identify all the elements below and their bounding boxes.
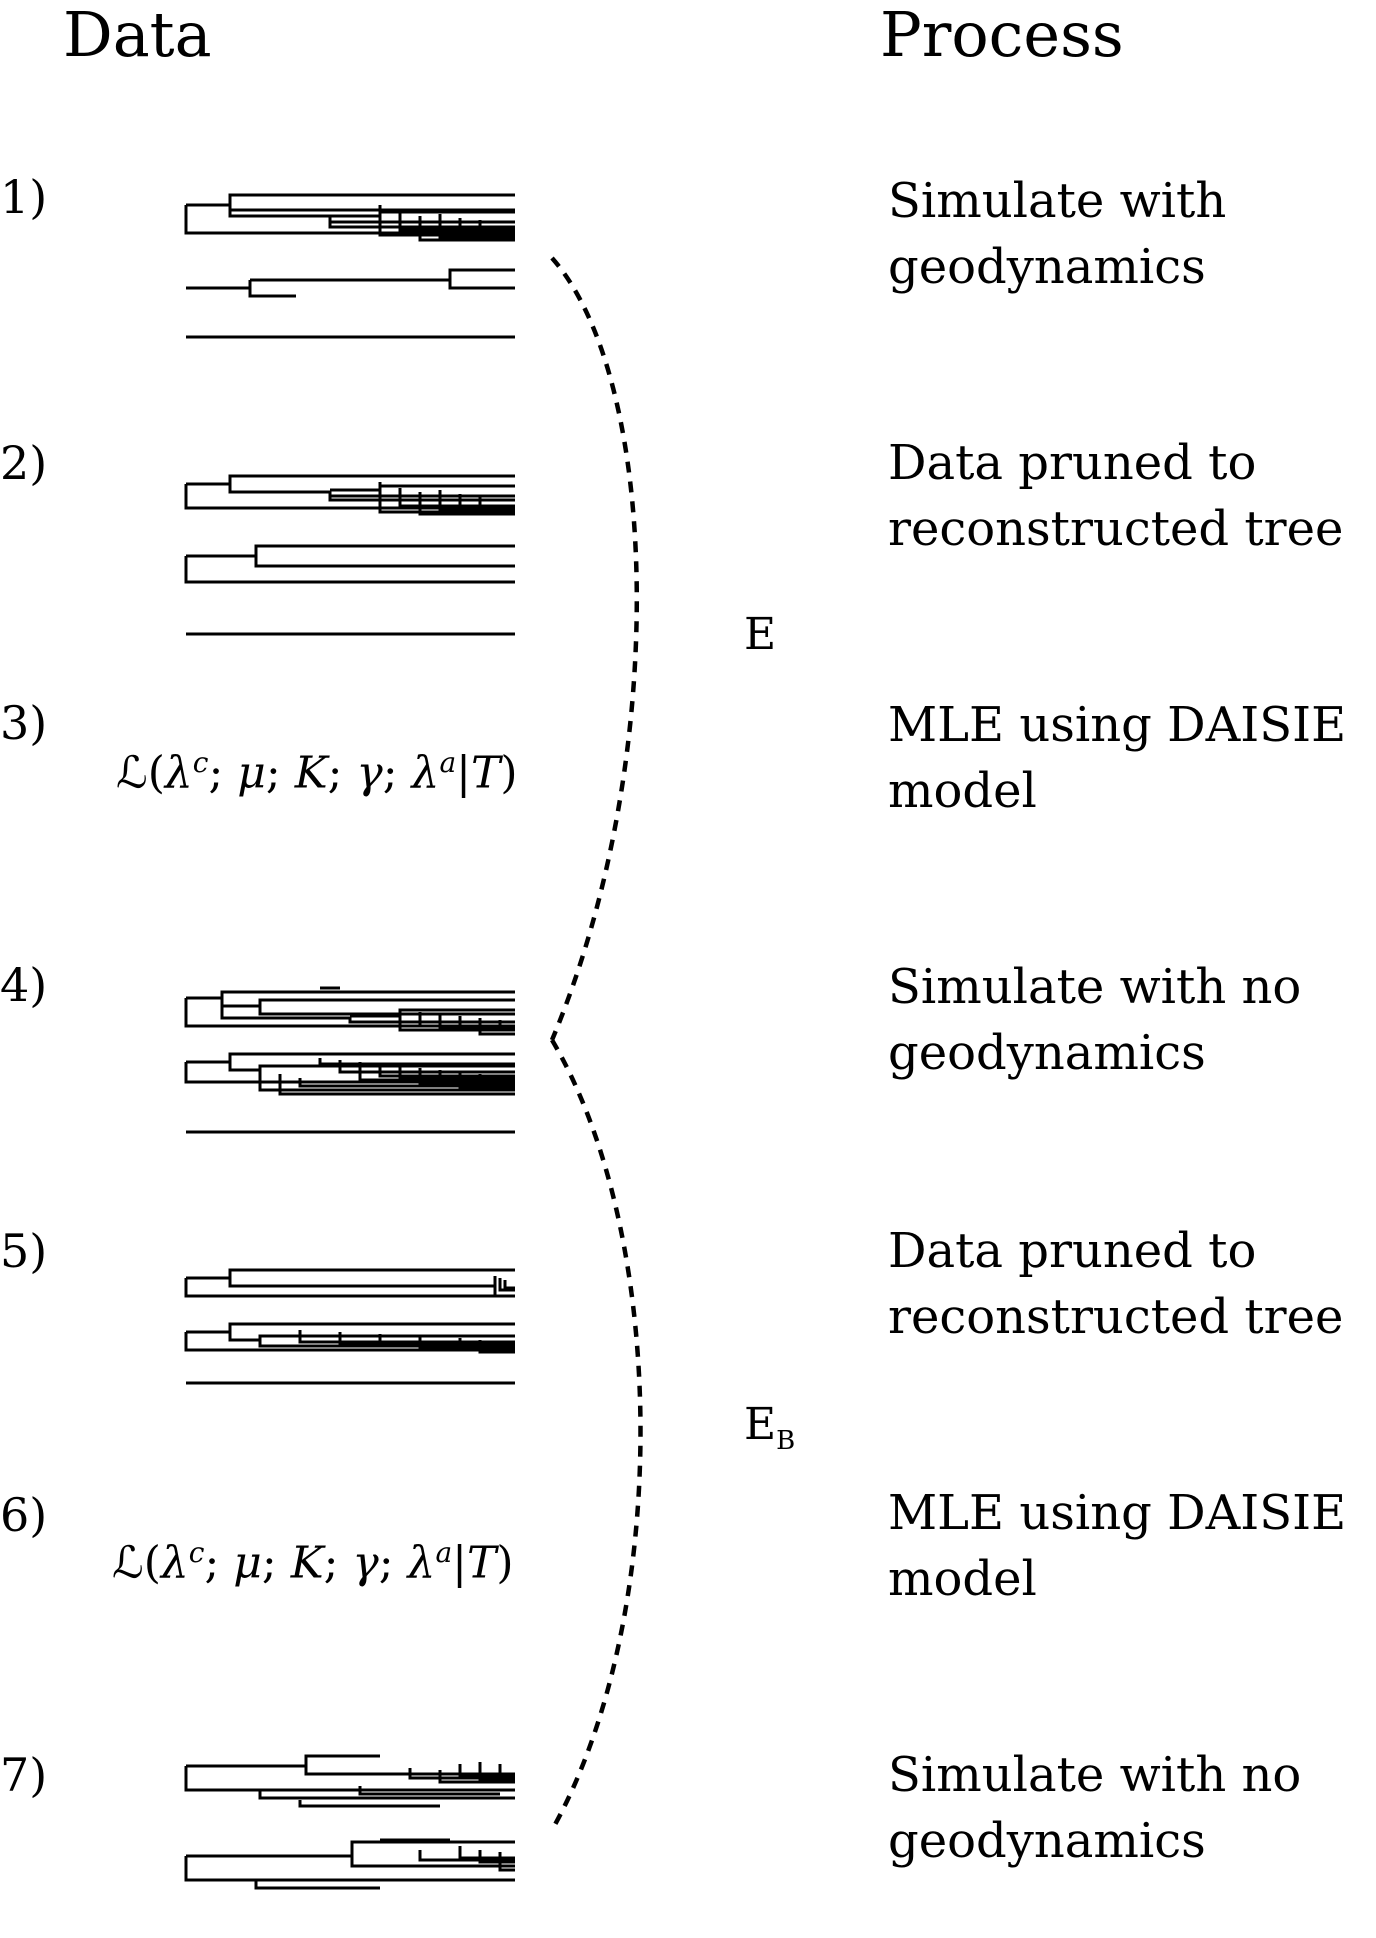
step-number-5: 5) [0, 1224, 48, 1278]
likelihood-separator: ; [382, 747, 398, 799]
phylo-tree-step-7 [184, 1754, 515, 1890]
process-step-7: Simulate with no geodynamics [888, 1742, 1301, 1874]
process-step-7-line-1: Simulate with no [888, 1747, 1302, 1803]
phylo-tree-step-1 [184, 193, 515, 339]
likelihood-gamma: γ [352, 1537, 379, 1589]
likelihood-mu: μ [237, 747, 266, 799]
data-column-header: Data [63, 0, 212, 71]
process-step-1: Simulate with geodynamics [888, 168, 1226, 300]
step-number-3: 3) [0, 696, 48, 750]
likelihood-a-superscript: a [435, 1536, 453, 1569]
likelihood-lambda: λ [411, 747, 440, 799]
likelihood-separator: ; [378, 1537, 394, 1589]
likelihood-k: K [294, 747, 328, 799]
process-step-7-line-2: geodynamics [888, 1813, 1206, 1869]
step-number-7: 7) [0, 1748, 48, 1802]
likelihood-bar: | [452, 1537, 467, 1589]
process-step-1-line-2: geodynamics [888, 239, 1206, 295]
bracket-label-eb-main: E [744, 1399, 777, 1450]
process-step-6: MLE using DAISIE model [888, 1480, 1346, 1612]
likelihood-t: T [470, 747, 501, 799]
likelihood-separator: ; [261, 1537, 277, 1589]
likelihood-close-paren: ) [500, 747, 518, 799]
likelihood-separator: ; [208, 747, 224, 799]
process-column-header: Process [880, 0, 1124, 71]
bracket-label-eb: EB [744, 1400, 795, 1466]
process-step-5: Data pruned to reconstructed tree [888, 1218, 1343, 1350]
process-step-5-line-2: reconstructed tree [888, 1289, 1344, 1345]
step-number-2: 2) [0, 436, 48, 490]
likelihood-separator: ; [327, 747, 343, 799]
process-step-4-line-2: geodynamics [888, 1025, 1206, 1081]
process-step-4: Simulate with no geodynamics [888, 954, 1301, 1086]
likelihood-separator: ; [323, 1537, 339, 1589]
process-step-1-line-1: Simulate with [888, 173, 1227, 229]
likelihood-gamma: γ [356, 747, 383, 799]
bracket-label-eb-subscript: B [776, 1425, 796, 1456]
likelihood-k: K [290, 1537, 324, 1589]
likelihood-lambda: λ [160, 1537, 189, 1589]
likelihood-lambda: λ [164, 747, 193, 799]
process-step-2-line-1: Data pruned to [888, 435, 1257, 491]
phylo-tree-step-2 [184, 474, 515, 636]
likelihood-bar: | [456, 747, 471, 799]
likelihood-c-superscript: c [192, 746, 209, 779]
likelihood-t: T [466, 1537, 497, 1589]
likelihood-separator: ; [204, 1537, 220, 1589]
phylo-tree-step-5 [184, 1268, 515, 1385]
likelihood-a-superscript: a [439, 746, 457, 779]
likelihood-open-paren: ( [147, 747, 165, 799]
step-number-1: 1) [0, 170, 48, 224]
likelihood-c-superscript: c [188, 1536, 205, 1569]
likelihood-close-paren: ) [496, 1537, 514, 1589]
likelihood-script-l: ℒ [112, 1537, 144, 1589]
process-step-6-line-2: model [888, 1551, 1037, 1607]
bracket-label-e: E [744, 609, 777, 660]
process-step-4-line-1: Simulate with no [888, 959, 1302, 1015]
bracket-e-dashed-curve [549, 256, 639, 1041]
likelihood-formula-step-6: ℒ(λc; μ; K; γ; λa|T) [112, 1526, 514, 1591]
process-step-5-line-1: Data pruned to [888, 1223, 1257, 1279]
process-step-2: Data pruned to reconstructed tree [888, 430, 1343, 562]
process-step-3-line-2: model [888, 763, 1037, 819]
bracket-eb-dashed-curve [550, 1038, 643, 1832]
likelihood-script-l: ℒ [116, 747, 148, 799]
likelihood-separator: ; [265, 747, 281, 799]
phylo-tree-step-4 [184, 986, 515, 1134]
process-step-3-line-1: MLE using DAISIE [888, 697, 1347, 753]
process-step-2-line-2: reconstructed tree [888, 501, 1344, 557]
likelihood-formula-step-3: ℒ(λc; μ; K; γ; λa|T) [116, 736, 518, 801]
step-number-6: 6) [0, 1488, 48, 1542]
process-step-6-line-1: MLE using DAISIE [888, 1485, 1347, 1541]
process-step-3: MLE using DAISIE model [888, 692, 1346, 824]
likelihood-lambda: λ [407, 1537, 436, 1589]
likelihood-open-paren: ( [143, 1537, 161, 1589]
likelihood-mu: μ [233, 1537, 262, 1589]
step-number-4: 4) [0, 958, 48, 1012]
